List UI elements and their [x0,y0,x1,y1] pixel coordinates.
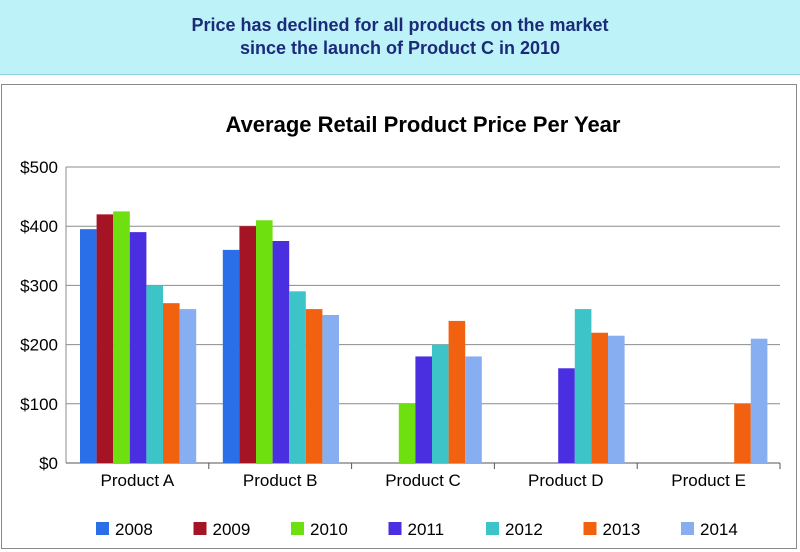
bar-2014-product-e [750,338,768,463]
bar-2014-product-a [179,309,197,463]
bar-2008-product-a [80,229,97,463]
bar-2011-product-b [272,241,290,463]
headline-line-1: Price has declined for all products on t… [191,15,609,35]
bar-2009-product-b [239,226,256,463]
headline-line-2: since the launch of Product C in 2010 [239,38,561,58]
bar-2014-product-c [465,356,482,463]
bar-2011-product-c [415,356,432,463]
y-tick-label: $400 [20,217,58,236]
legend-swatch-2012 [486,522,499,535]
bar-2011-product-d [558,368,575,463]
bar-2013-product-d [591,332,608,463]
bar-2014-product-b [322,315,339,463]
y-tick-label: $500 [20,158,58,177]
legend-swatch-2010 [291,522,304,535]
bar-2010-product-c [398,403,416,463]
bar-2013-product-a [163,303,180,463]
legend-label-2013: 2013 [603,520,641,539]
legend-label-2011: 2011 [408,520,445,539]
bar-2013-product-c [448,320,466,463]
legend-swatch-2011 [388,522,402,535]
legend-swatch-2014 [681,522,694,535]
bar-2013-product-e [734,403,751,463]
y-tick-label: $100 [20,395,58,414]
legend-label-2014: 2014 [700,520,738,539]
legend-label-2008: 2008 [115,520,153,539]
legend-swatch-2009 [193,522,207,535]
y-tick-label: $0 [39,454,58,473]
x-tick-label: Product B [243,471,318,490]
legend-label-2010: 2010 [310,520,348,539]
y-tick-label: $300 [20,276,58,295]
legend-label-2012: 2012 [505,520,543,539]
bar-2010-product-b [256,220,273,463]
x-tick-label: Product E [671,471,746,490]
bar-2013-product-b [305,309,323,463]
bar-2014-product-d [608,335,625,463]
bar-2010-product-a [113,211,130,463]
x-tick-label: Product D [528,471,604,490]
legend-swatch-2013 [583,522,597,535]
y-tick-label: $200 [20,336,58,355]
x-tick-label: Product A [101,471,175,490]
bar-2011-product-a [129,232,147,463]
x-tick-label: Product C [385,471,461,490]
bar-2012-product-d [574,309,592,463]
headline-banner: Price has declined for all products on t… [0,0,800,75]
bar-2008-product-b [222,249,240,463]
legend-label-2009: 2009 [213,520,251,539]
chart-title: Average Retail Product Price Per Year [226,112,621,137]
legend-swatch-2008 [96,522,109,535]
bar-2012-product-b [289,291,306,463]
bar-2012-product-a [146,285,163,463]
bar-2009-product-a [96,214,114,463]
bar-2012-product-c [432,344,449,463]
